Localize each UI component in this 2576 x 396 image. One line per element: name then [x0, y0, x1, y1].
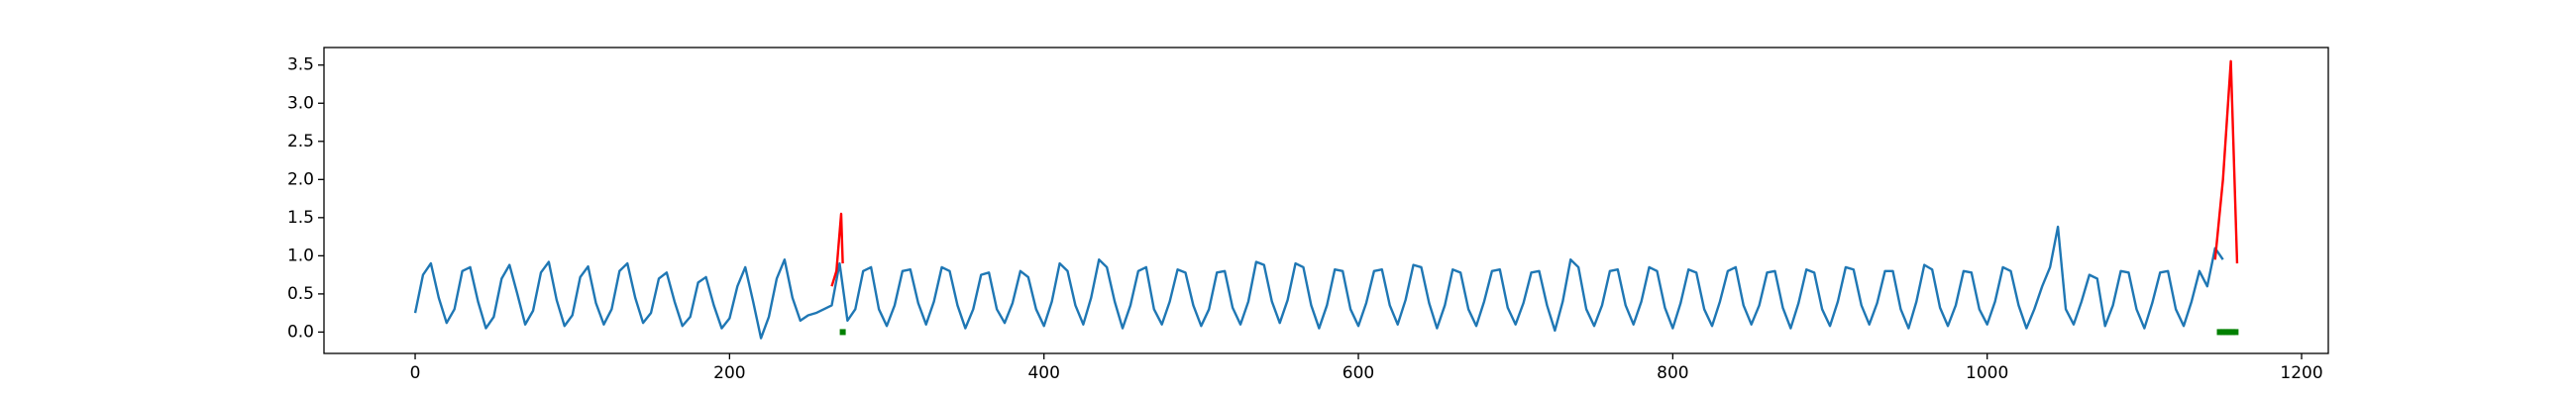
- y-tick-label: 2.0: [287, 169, 314, 189]
- marker: [2219, 329, 2226, 336]
- y-tick-label: 1.0: [287, 246, 314, 265]
- y-tick-label: 0.5: [287, 284, 314, 304]
- axes-frame: [323, 47, 2329, 354]
- series-line: [413, 225, 2224, 340]
- y-tick-label: 3.5: [287, 55, 314, 75]
- marker: [2232, 329, 2239, 336]
- marker: [2229, 329, 2236, 336]
- marker: [2216, 329, 2223, 336]
- y-tick-label: 1.5: [287, 208, 314, 228]
- y-tick-label: 0.0: [287, 322, 314, 342]
- x-tick-label: 800: [1657, 363, 1688, 383]
- marker: [2226, 329, 2233, 336]
- series-line: [830, 59, 2239, 287]
- x-tick-label: 200: [713, 363, 745, 383]
- x-tick-label: 1000: [1966, 363, 2008, 383]
- x-tick-label: 400: [1027, 363, 1059, 383]
- y-tick-label: 3.0: [287, 93, 314, 113]
- y-tick-label: 2.5: [287, 132, 314, 151]
- x-tick-label: 0: [410, 363, 421, 383]
- x-tick-label: 1200: [2280, 363, 2322, 383]
- x-tick-label: 600: [1342, 363, 1374, 383]
- marker: [2222, 329, 2229, 336]
- marker: [839, 329, 846, 336]
